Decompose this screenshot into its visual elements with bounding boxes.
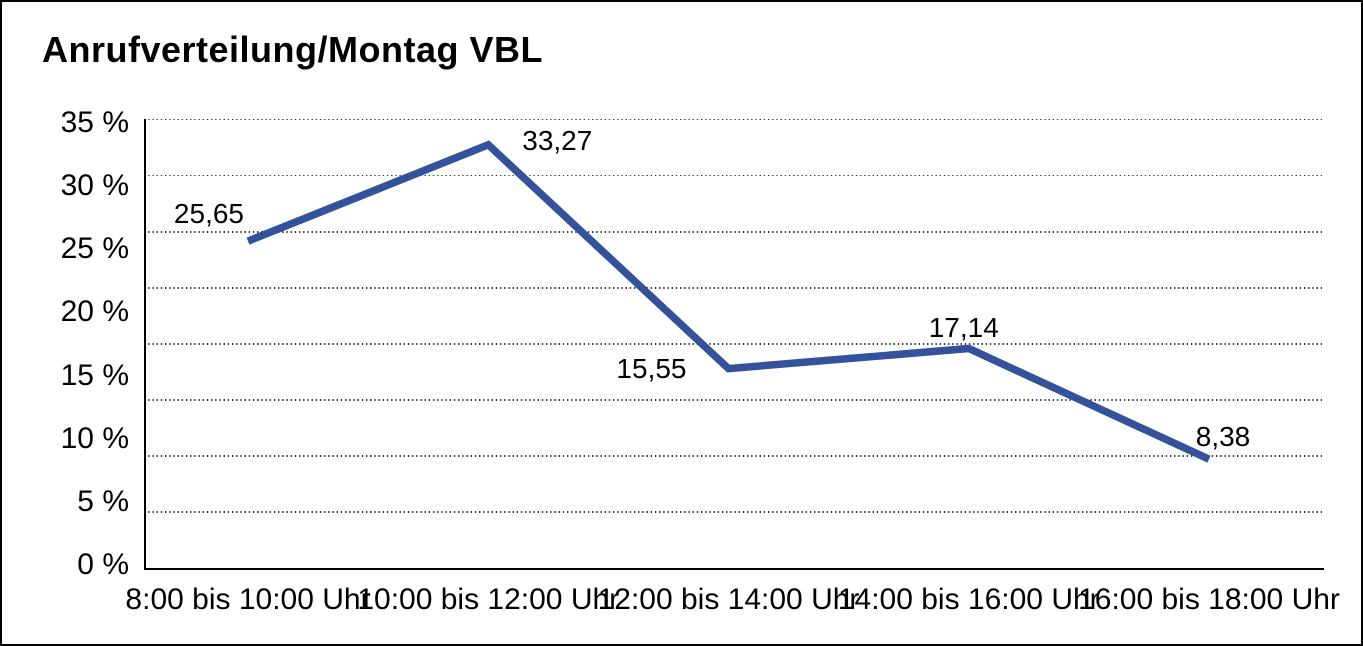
chart-title: Anrufverteilung/Montag VBL [42, 29, 543, 70]
data-point-label: 8,38 [1195, 421, 1251, 453]
y-tick-label: 0 % [77, 548, 129, 581]
data-line [246, 140, 1211, 463]
x-tick-label: 10:00 bis 12:00 Uhr [357, 583, 620, 616]
x-tick-label: 8:00 bis 10:00 Uhr [125, 583, 371, 616]
gridline [144, 511, 1324, 514]
data-point-label: 25,65 [173, 198, 244, 230]
gridline [144, 174, 1324, 177]
y-axis-line [144, 119, 146, 570]
data-point-label: 15,55 [616, 352, 687, 384]
data-point-label: 17,14 [928, 311, 999, 343]
x-axis-line [144, 568, 1324, 570]
gridline [144, 118, 1324, 121]
y-tick-label: 20 % [60, 295, 129, 329]
gridline [144, 342, 1324, 345]
gridline [144, 398, 1324, 401]
y-tick-label: 5 % [77, 484, 129, 518]
x-tick-label: 12:00 bis 14:00 Uhr [597, 583, 860, 616]
y-tick-label: 10 % [60, 421, 129, 455]
y-tick-label: 30 % [60, 169, 129, 203]
y-tick-label: 35 % [60, 106, 129, 139]
gridline [144, 230, 1324, 233]
gridline [144, 286, 1324, 289]
data-point-label: 33,27 [522, 124, 593, 156]
y-tick-label: 25 % [60, 232, 129, 266]
y-tick-label: 15 % [60, 358, 129, 392]
gridline [144, 455, 1324, 457]
x-tick-label: 16:00 bis 18:00 Uhr [1078, 583, 1340, 616]
x-tick-label: 14:00 bis 16:00 Uhr [837, 583, 1100, 616]
